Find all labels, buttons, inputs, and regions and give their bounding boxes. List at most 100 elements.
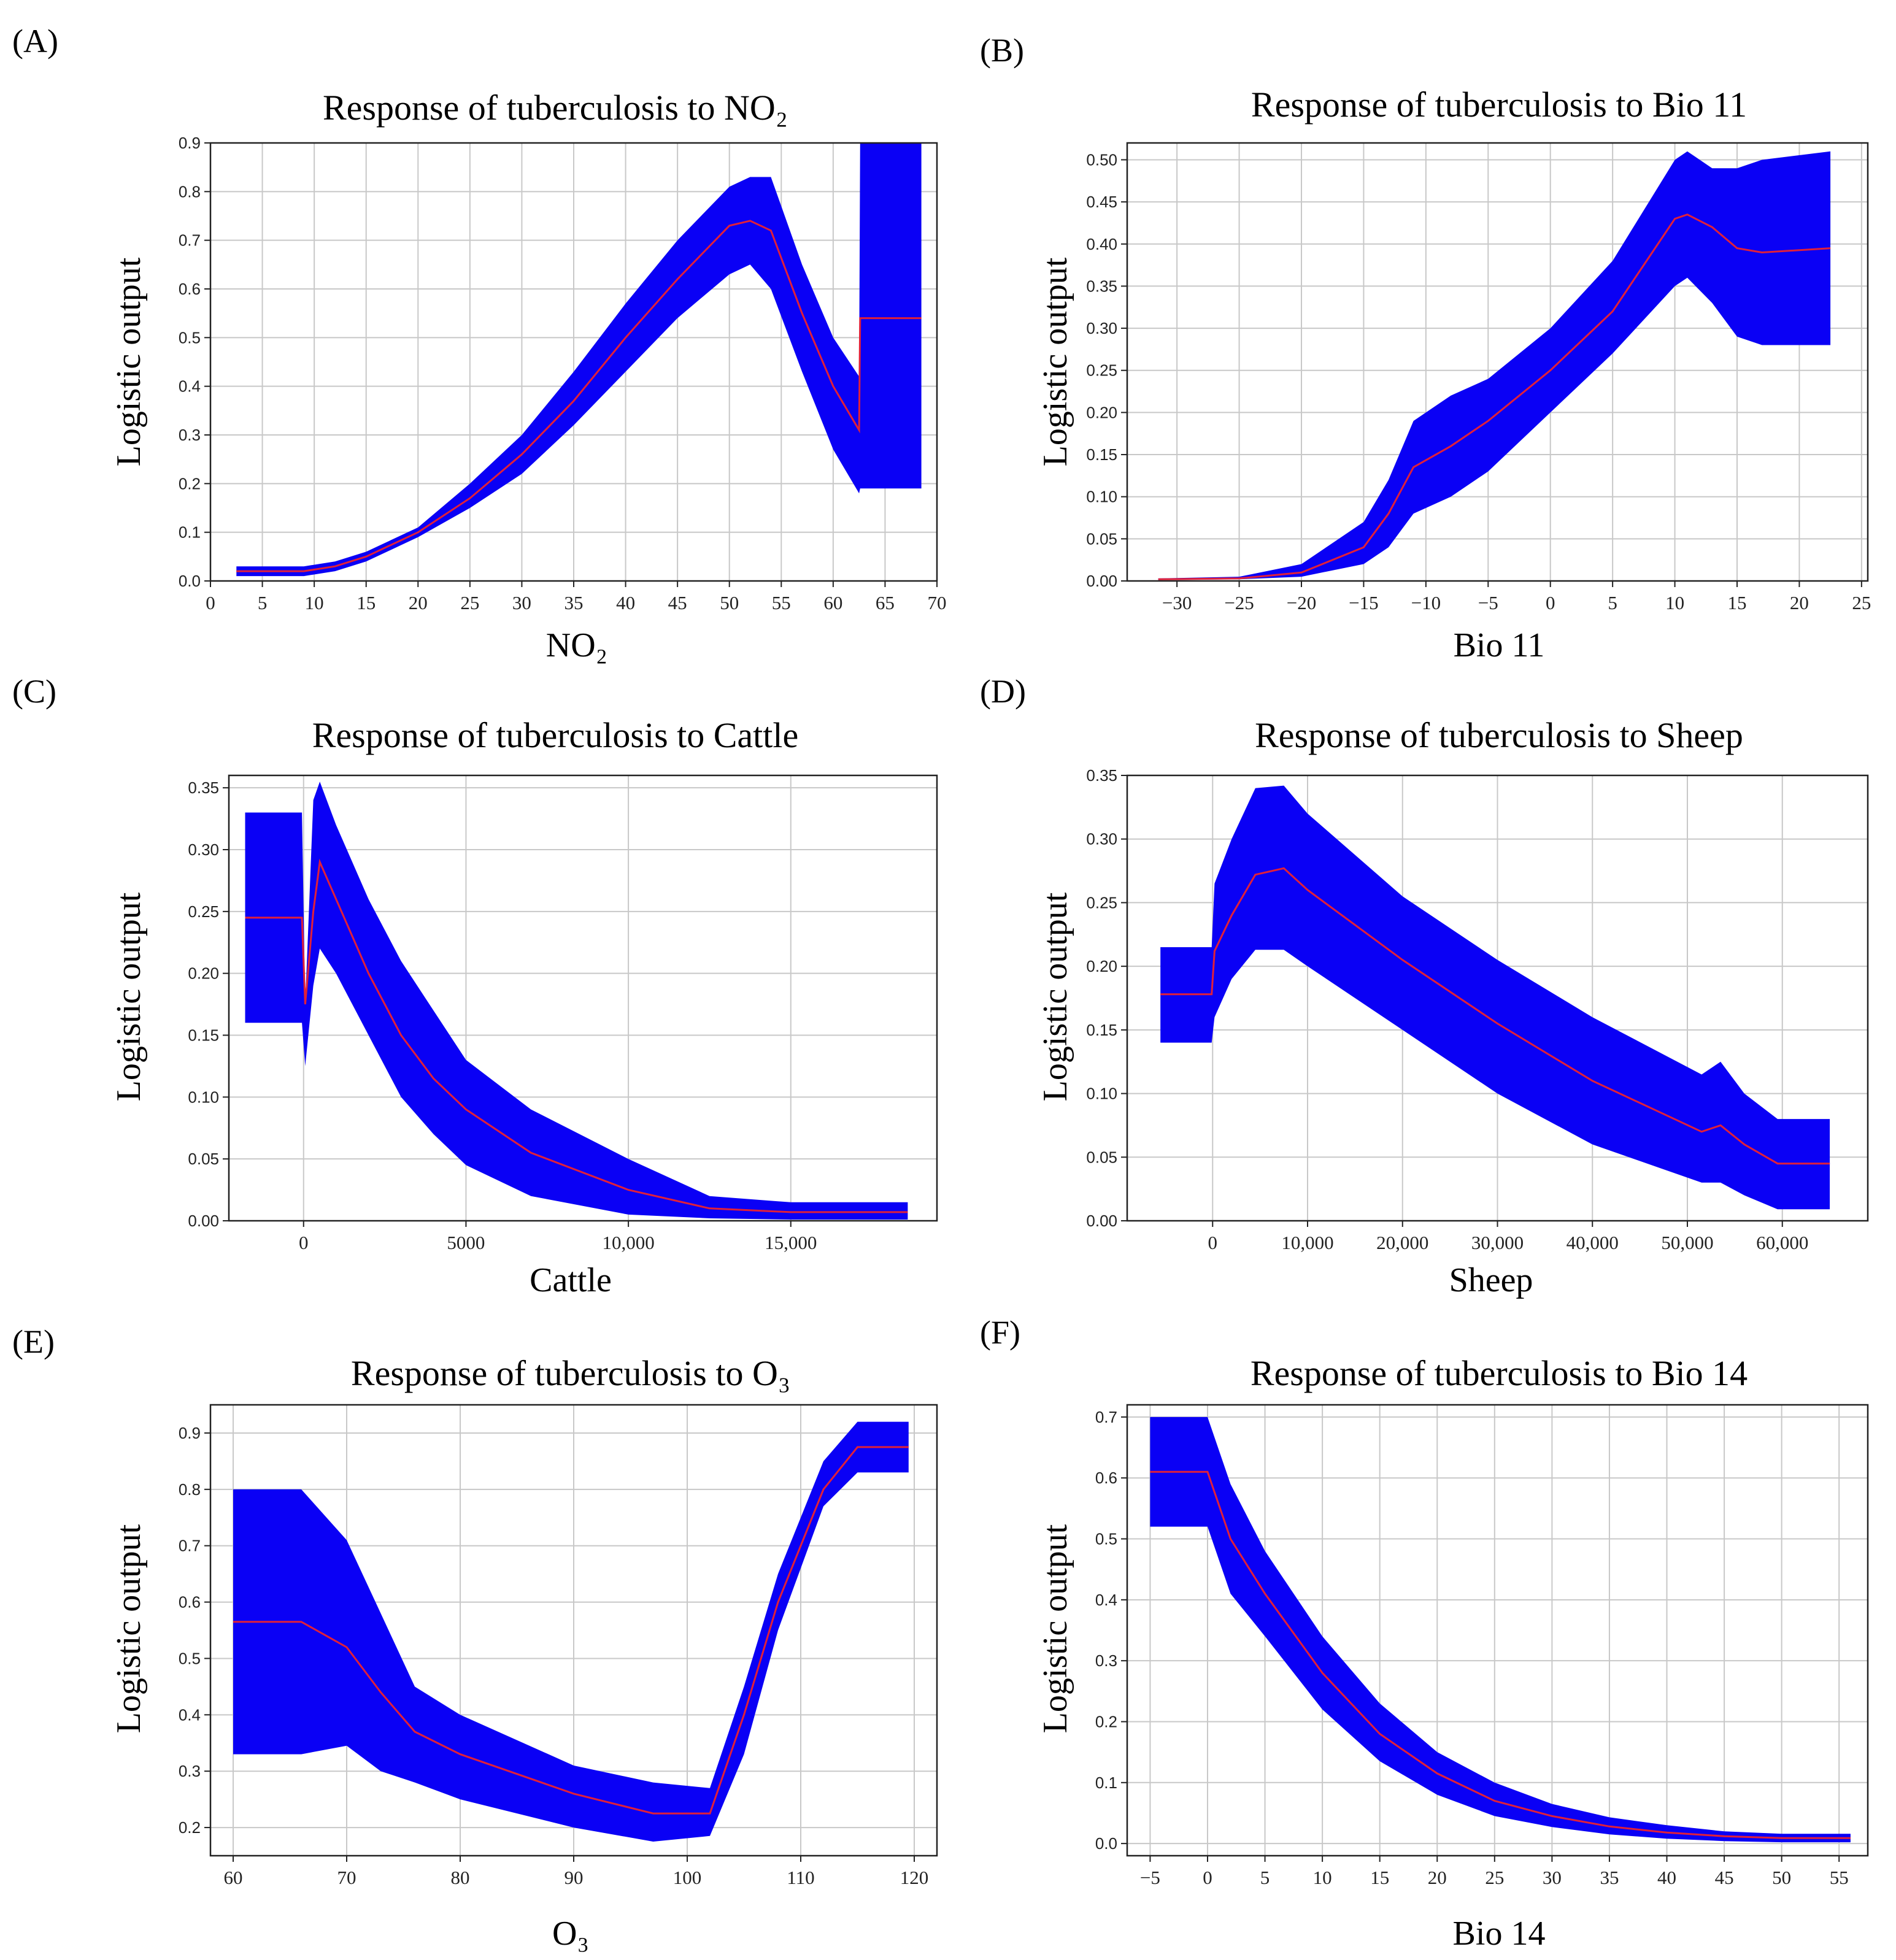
panel-a-y-tick-label: 0.3 (179, 426, 201, 444)
panel-f-x-tick-label: 20 (1428, 1867, 1447, 1888)
panel-a-x-tick-label: 55 (772, 592, 791, 613)
panel-d-y-tick-label: 0.35 (1086, 766, 1117, 785)
panel-a-y-tick-label: 0.1 (179, 523, 201, 542)
panel-f-letter: (F) (980, 1314, 1020, 1351)
panel-a-x-tick-label: 30 (512, 592, 531, 613)
panel-b-title: Response of tuberculosis to Bio 11 (1251, 85, 1747, 125)
panel-f-x-tick-label: 5 (1260, 1867, 1270, 1888)
panel-a-x-axis-label: NO₂ (546, 626, 607, 664)
panel-c-y-tick-label: 0.25 (188, 902, 219, 921)
panel-f-y-tick-label: 0.3 (1095, 1651, 1117, 1670)
panel-e-y-tick-label: 0.5 (179, 1649, 201, 1667)
panel-d-x-tick-label: 20,000 (1376, 1232, 1428, 1253)
panel-c-plot-frame (228, 774, 938, 1222)
panel-b-y-tick-label: 0.00 (1086, 572, 1117, 590)
panel-b-y-axis-label: Logistic output (1036, 257, 1074, 466)
panel-a-y-tick-label: 0.7 (179, 231, 201, 250)
panel-c-y-axis-label: Logistic output (110, 892, 148, 1101)
panel-b-x-tick-label: −30 (1162, 592, 1192, 613)
panel-a-y-tick-label: 0.6 (179, 280, 201, 298)
panel-c-x-tick-label: 5000 (447, 1232, 485, 1253)
panel-f-x-tick-label: 30 (1543, 1867, 1562, 1888)
panel-e-y-tick-label: 0.3 (179, 1762, 201, 1780)
panel-d-x-tick-label: 40,000 (1567, 1232, 1619, 1253)
panel-c-mean-response-line (245, 858, 908, 1213)
panel-f-x-tick-label: 45 (1715, 1867, 1734, 1888)
panel-f-y-tick-label: 0.4 (1095, 1591, 1117, 1609)
panel-a-x-tick-label: 65 (876, 592, 895, 613)
panel-b: (B) Response of tuberculosis to Bio 11 −30… (980, 32, 1871, 664)
panel-e-x-axis-label: O₃ (552, 1915, 589, 1953)
panel-a-x-tick-label: 5 (258, 592, 268, 613)
panel-b-x-tick-label: 0 (1546, 592, 1555, 613)
panel-b-x-tick-label: −25 (1224, 592, 1254, 613)
panel-b-y-tick-label: 0.15 (1086, 445, 1117, 464)
panel-b-y-tick-label: 0.10 (1086, 488, 1117, 506)
panel-b-x-tick-label: 25 (1852, 592, 1871, 613)
panel-f-title: Response of tuberculosis to Bio 14 (1251, 1353, 1748, 1393)
panel-a-x-tick-label: 10 (305, 592, 324, 613)
panel-a-mean-response-line (236, 220, 922, 572)
panel-f-y-axis-label: Logistic output (1036, 1524, 1074, 1733)
panel-e-y-tick-label: 0.2 (179, 1818, 201, 1837)
panel-f-x-tick-label: 10 (1313, 1867, 1332, 1888)
panel-f-y-tick-label: 0.0 (1095, 1834, 1117, 1853)
panel-f-x-tick-label: 55 (1830, 1867, 1849, 1888)
panel-f-plot-frame (1126, 1404, 1869, 1857)
panel-a-y-tick-label: 0.4 (179, 377, 201, 396)
panel-e-x-tick-label: 70 (337, 1867, 356, 1888)
panel-f: (F) Response of tuberculosis to Bio 14 −5 0… (980, 1314, 1869, 1953)
panel-b-plot-frame (1126, 142, 1869, 582)
panel-d-y-axis-label: Logistic output (1036, 892, 1074, 1101)
panel-d-y-tick-label: 0.20 (1086, 957, 1117, 975)
panel-f-y-tick-label: 0.1 (1095, 1774, 1117, 1792)
panel-c-y-tick-label: 0.30 (188, 840, 219, 859)
panel-b-x-tick-label: 10 (1665, 592, 1684, 613)
panel-a-x-tick-label: 60 (823, 592, 842, 613)
panel-d-y-tick-label: 0.10 (1086, 1085, 1117, 1103)
panel-c-x-axis-label: Cattle (530, 1261, 612, 1299)
panel-f-x-axis-label: Bio 14 (1453, 1915, 1546, 1953)
panel-c-x-tick-label: 0 (299, 1232, 309, 1253)
panel-f-mean-response-line (1150, 1470, 1851, 1839)
panel-d: (D) Response of tuberculosis to Sheep 0 10,… (980, 673, 1869, 1299)
panel-f-x-tick-label: 25 (1485, 1867, 1504, 1888)
panel-a-x-tick-label: 20 (409, 592, 428, 613)
panel-c-y-tick-label: 0.20 (188, 964, 219, 983)
panel-e-x-tick-label: 110 (787, 1867, 814, 1888)
panel-b-mean-response-line (1158, 213, 1831, 580)
panel-c-letter: (C) (12, 673, 56, 710)
panel-b-x-tick-label: −5 (1478, 592, 1498, 613)
panel-e-y-tick-label: 0.9 (179, 1424, 201, 1442)
panel-a-letter: (A) (12, 23, 58, 60)
panel-a-y-tick-label: 0.9 (179, 134, 201, 152)
panel-c-confidence-band (245, 782, 908, 1220)
panel-b-y-tick-label: 0.35 (1086, 277, 1117, 295)
panel-d-y-tick-label: 0.00 (1086, 1212, 1117, 1230)
panel-f-x-tick-label: 50 (1772, 1867, 1791, 1888)
panel-b-y-tick-label: 0.20 (1086, 403, 1117, 421)
panel-e-x-tick-label: 90 (565, 1867, 584, 1888)
panel-d-y-tick-label: 0.25 (1086, 893, 1117, 912)
panel-e-x-tick-label: 100 (673, 1867, 702, 1888)
panel-b-x-tick-label: 5 (1608, 592, 1617, 613)
panel-b-confidence-band (1158, 151, 1831, 580)
panel-e-y-tick-label: 0.7 (179, 1537, 201, 1555)
panel-d-x-tick-label: 0 (1208, 1232, 1218, 1253)
panel-e-y-tick-label: 0.6 (179, 1593, 201, 1612)
panel-b-x-axis-label: Bio 11 (1454, 626, 1545, 664)
panel-f-y-tick-label: 0.2 (1095, 1712, 1117, 1731)
panel-c-y-tick-label: 0.35 (188, 778, 219, 797)
panel-a-y-axis-label: Logistic output (110, 257, 148, 466)
panel-d-y-tick-label: 0.30 (1086, 830, 1117, 848)
panel-a-y-tick-label: 0.5 (179, 328, 201, 347)
panel-a-confidence-band (236, 143, 922, 577)
panel-a-x-tick-label: 45 (668, 592, 687, 613)
panel-b-x-tick-label: −15 (1349, 592, 1378, 613)
panel-c-title: Response of tuberculosis to Cattle (312, 715, 799, 755)
panel-c: (C) Response of tuberculosis to Cattle 0 50… (12, 673, 938, 1299)
panel-d-y-tick-label: 0.15 (1086, 1021, 1117, 1039)
panel-e-y-tick-label: 0.8 (179, 1480, 201, 1499)
panel-a-title: Response of tuberculosis to NO₂ (323, 88, 788, 128)
